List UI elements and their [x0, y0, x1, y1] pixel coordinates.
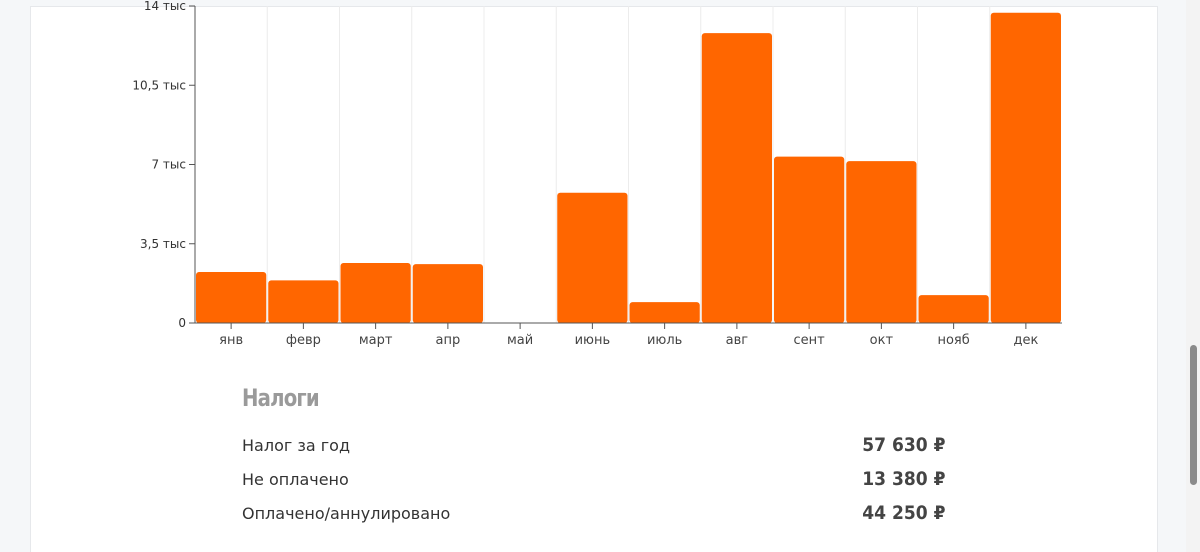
chart-bars	[196, 12, 1061, 324]
x-tick-label: апр	[436, 333, 461, 348]
x-tick-label: авг	[726, 333, 749, 348]
bar-окт[interactable]	[846, 161, 917, 323]
bar-авг[interactable]	[701, 33, 772, 324]
bar-дек[interactable]	[990, 12, 1061, 324]
bar-апр[interactable]	[412, 264, 483, 323]
bar-янв[interactable]	[196, 272, 267, 323]
chart-gridlines	[266, 6, 991, 323]
y-tick-label: 14 тыс	[144, 0, 186, 13]
tax-year-label: Налог за год	[242, 436, 350, 455]
x-tick-label: дек	[1013, 333, 1038, 348]
x-tick-label: май	[507, 333, 533, 348]
x-tick-label: нояб	[937, 333, 969, 348]
tax-paid-value: 44 250 ₽	[862, 502, 946, 524]
bar-февр[interactable]	[268, 280, 339, 323]
x-tick-label: сент	[794, 333, 826, 348]
x-tick-label: февр	[286, 333, 321, 348]
bar-сент[interactable]	[774, 156, 845, 323]
scrollbar-thumb[interactable]	[1190, 345, 1197, 485]
tax-row-paid: Оплачено/аннулировано 44 250 ₽	[242, 502, 962, 536]
tax-year-value: 57 630 ₽	[862, 434, 946, 456]
bar-июнь[interactable]	[557, 192, 628, 323]
x-tick-label: янв	[219, 333, 243, 348]
bar-март[interactable]	[340, 262, 411, 323]
y-tick-label: 7 тыс	[151, 158, 186, 172]
tax-row-year: Налог за год 57 630 ₽	[242, 434, 962, 468]
bar-июль[interactable]	[629, 302, 700, 323]
x-tick-label: июль	[647, 333, 682, 348]
tax-row-unpaid: Не оплачено 13 380 ₽	[242, 468, 962, 502]
y-tick-label: 10,5 тыс	[132, 78, 186, 92]
y-tick-label: 3,5 тыс	[140, 237, 186, 251]
monthly-bar-chart: 0 3,5 тыс 7 тыс 10,5 тыс 14 тыс янв февр март ап…	[132, 0, 1062, 348]
taxes-title: Налоги	[242, 384, 320, 412]
tax-unpaid-label: Не оплачено	[242, 470, 349, 489]
chart-axes: 0 3,5 тыс 7 тыс 10,5 тыс 14 тыс янв февр март ап…	[132, 0, 1062, 348]
y-tick-label: 0	[178, 316, 186, 330]
taxes-section: Налоги Налог за год 57 630 ₽ Не оплачено…	[242, 382, 962, 536]
bar-нояб[interactable]	[918, 295, 989, 323]
tax-unpaid-value: 13 380 ₽	[862, 468, 946, 490]
x-tick-label: окт	[870, 333, 894, 348]
tax-paid-label: Оплачено/аннулировано	[242, 504, 451, 523]
x-tick-label: июнь	[575, 333, 611, 348]
x-tick-label: март	[359, 333, 393, 348]
